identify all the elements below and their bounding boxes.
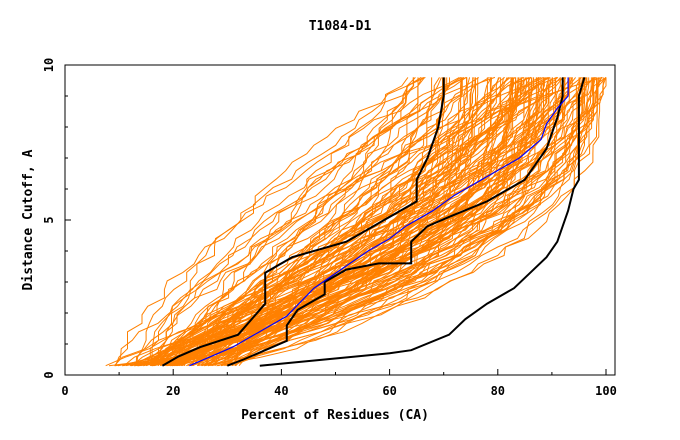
model-curve bbox=[228, 77, 607, 366]
y-axis-label: Distance Cutoff, A bbox=[21, 149, 36, 290]
model-curve bbox=[159, 76, 540, 366]
x-tick-label: 80 bbox=[491, 384, 505, 398]
model-curve bbox=[192, 77, 564, 366]
model-curve bbox=[151, 77, 463, 366]
model-curve bbox=[156, 76, 426, 366]
model-curve bbox=[163, 77, 540, 366]
model-curve bbox=[163, 77, 597, 367]
model-curve bbox=[211, 77, 433, 367]
y-tick-label: 10 bbox=[42, 58, 56, 72]
model-curve bbox=[217, 77, 588, 367]
model-curve bbox=[216, 77, 584, 367]
x-tick-label: 20 bbox=[166, 384, 180, 398]
model-curve bbox=[165, 77, 593, 367]
model-curve bbox=[231, 77, 502, 367]
model-curve bbox=[151, 76, 479, 366]
model-curve bbox=[203, 77, 530, 367]
model-curve bbox=[171, 77, 476, 367]
model-curve bbox=[134, 77, 446, 367]
model-curve bbox=[207, 77, 493, 367]
model-curve bbox=[234, 77, 570, 367]
model-curve bbox=[183, 77, 512, 366]
axis-ticks: 0 20 40 60 80 100 0 5 10 bbox=[42, 58, 617, 398]
model-curve bbox=[115, 76, 460, 366]
highlight-curve-1 bbox=[161, 77, 445, 367]
x-tick-label: 60 bbox=[382, 384, 396, 398]
model-curve bbox=[153, 77, 561, 367]
y-tick-label: 5 bbox=[42, 216, 56, 223]
model-curve bbox=[135, 76, 524, 366]
highlight-curve-3 bbox=[259, 77, 586, 367]
model-curve bbox=[170, 77, 587, 367]
model-curve bbox=[183, 76, 505, 366]
x-axis-label: Percent of Residues (CA) bbox=[241, 408, 429, 423]
model-curve bbox=[177, 77, 582, 367]
model-curve bbox=[151, 77, 442, 366]
model-curve bbox=[146, 77, 423, 367]
model-curve bbox=[204, 77, 415, 366]
model-curve bbox=[176, 77, 564, 367]
highlight-curve-2 bbox=[226, 77, 564, 367]
model-curve bbox=[187, 77, 492, 367]
model-curve bbox=[149, 77, 501, 367]
model-curve bbox=[151, 77, 508, 367]
model-curve bbox=[181, 76, 462, 366]
highlight-curve-4 bbox=[189, 77, 569, 367]
background-series-group bbox=[105, 76, 607, 367]
model-curve bbox=[231, 76, 490, 366]
chart-title: T1084-D1 bbox=[309, 19, 372, 34]
y-tick-label: 0 bbox=[42, 371, 56, 378]
model-curve bbox=[193, 76, 467, 367]
highlight-series-group bbox=[161, 77, 586, 367]
model-curve bbox=[199, 77, 594, 367]
x-tick-label: 0 bbox=[61, 384, 68, 398]
model-curve bbox=[164, 77, 582, 366]
x-tick-label: 100 bbox=[595, 384, 617, 398]
x-tick-label: 40 bbox=[274, 384, 288, 398]
